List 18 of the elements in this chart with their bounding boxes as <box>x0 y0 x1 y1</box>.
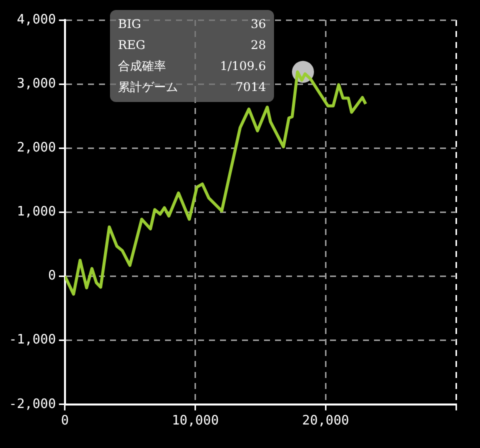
x-tick-label: 20,000 <box>302 414 350 429</box>
y-tick-label: 0 <box>48 268 56 284</box>
annotation: 7014 <box>235 79 266 96</box>
annotation: REG <box>118 37 146 54</box>
x-tick-label: 10,000 <box>172 414 219 429</box>
y-tick-label: 1,000 <box>16 204 56 220</box>
y-tick-label: -2,000 <box>8 396 56 412</box>
annotation: 28 <box>250 37 266 54</box>
annotation: 1/109.6 <box>220 58 266 75</box>
y-tick-label: 4,000 <box>16 12 56 28</box>
y-tick-label: 3,000 <box>16 76 56 92</box>
y-tick-label: -1,000 <box>8 332 56 348</box>
x-tick-label: 0 <box>61 414 69 429</box>
annotation: BIG <box>118 16 142 33</box>
annotation: 累計ゲーム <box>118 79 178 96</box>
y-tick-label: 2,000 <box>16 140 56 156</box>
annotation: 36 <box>250 16 266 33</box>
annotation: 合成確率 <box>118 58 166 75</box>
